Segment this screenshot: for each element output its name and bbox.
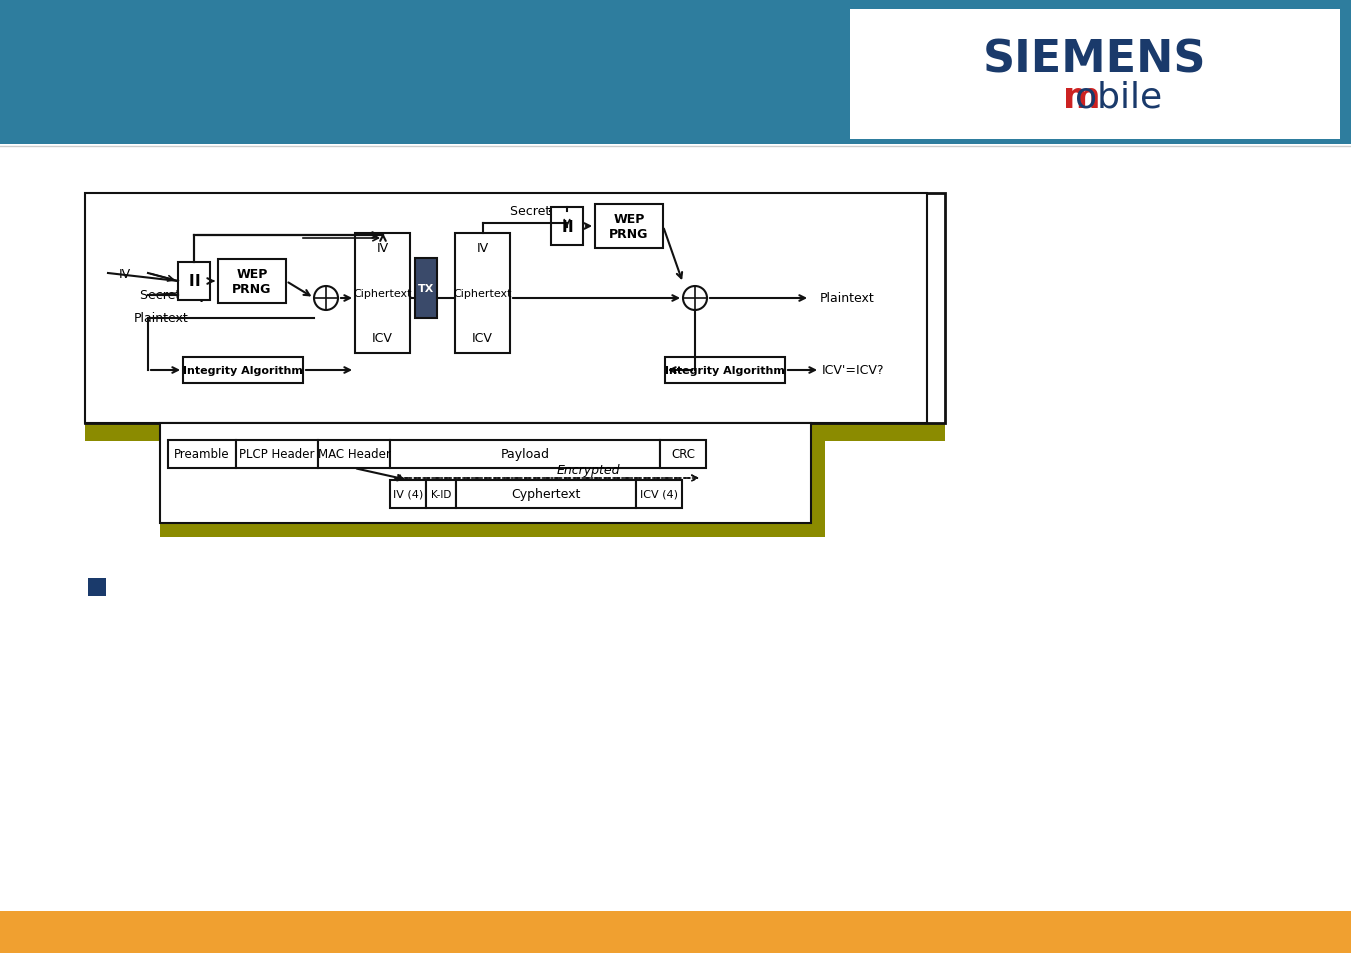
Bar	[178, 263, 209, 301]
Bar	[850, 10, 1340, 140]
Bar	[0, 911, 1351, 953]
Bar	[236, 440, 317, 469]
Bar	[168, 440, 236, 469]
Text: IV (4): IV (4)	[393, 490, 423, 499]
Bar	[0, 0, 1351, 145]
Text: WEP
PRNG: WEP PRNG	[232, 268, 272, 295]
Bar	[85, 193, 927, 423]
Text: ICV'=ICV?: ICV'=ICV?	[821, 364, 885, 377]
Bar	[551, 208, 584, 246]
Text: Secret Key: Secret Key	[509, 205, 577, 218]
Text: Secret Key: Secret Key	[141, 289, 207, 302]
Text: ICV: ICV	[471, 333, 493, 345]
Text: I: I	[195, 274, 200, 289]
Text: I: I	[188, 274, 193, 289]
Bar	[159, 423, 811, 523]
Text: Plaintext: Plaintext	[134, 313, 189, 325]
Bar	[927, 193, 944, 441]
Text: obile: obile	[1075, 81, 1162, 115]
Text: SIEMENS: SIEMENS	[984, 38, 1206, 81]
Bar	[811, 423, 825, 537]
Text: m: m	[1063, 81, 1101, 115]
Text: Integrity Algorithm: Integrity Algorithm	[665, 366, 785, 375]
Text: IV: IV	[119, 267, 131, 280]
Bar	[455, 233, 509, 354]
Bar	[182, 357, 303, 384]
Bar	[665, 357, 785, 384]
Text: CRC: CRC	[671, 448, 694, 461]
Text: Integrity Algorithm: Integrity Algorithm	[184, 366, 303, 375]
Text: ICV: ICV	[372, 333, 393, 345]
Bar	[317, 440, 390, 469]
Text: K-ID: K-ID	[431, 490, 451, 499]
Text: Ciphertext: Ciphertext	[453, 289, 512, 298]
Text: I: I	[561, 219, 567, 234]
Text: ICV (4): ICV (4)	[640, 490, 678, 499]
Bar	[0, 145, 1351, 911]
Bar	[390, 440, 661, 469]
Bar	[88, 578, 105, 597]
Text: IV: IV	[477, 242, 489, 255]
Bar	[636, 480, 682, 509]
Bar	[594, 205, 663, 249]
Bar	[85, 193, 944, 423]
Text: TX: TX	[417, 284, 434, 294]
Bar	[159, 523, 825, 537]
Text: Ciphertext: Ciphertext	[353, 289, 412, 298]
Text: Plaintext: Plaintext	[820, 293, 874, 305]
Text: Preamble: Preamble	[174, 448, 230, 461]
Text: MAC Header: MAC Header	[317, 448, 390, 461]
Bar	[415, 258, 436, 318]
Bar	[355, 233, 409, 354]
Bar	[218, 260, 286, 304]
Text: PLCP Header: PLCP Header	[239, 448, 315, 461]
Circle shape	[313, 287, 338, 311]
Text: WEP
PRNG: WEP PRNG	[609, 213, 648, 241]
Bar	[390, 480, 426, 509]
Text: IV: IV	[377, 242, 389, 255]
Text: I: I	[567, 219, 573, 234]
Text: TX: TX	[419, 284, 434, 294]
Bar	[661, 440, 707, 469]
Text: Cyphertext: Cyphertext	[511, 488, 581, 501]
Text: Payload: Payload	[500, 448, 550, 461]
Bar	[426, 480, 457, 509]
Bar	[85, 423, 944, 441]
Circle shape	[684, 287, 707, 311]
Text: Encrypted: Encrypted	[557, 463, 620, 476]
Bar	[457, 480, 636, 509]
